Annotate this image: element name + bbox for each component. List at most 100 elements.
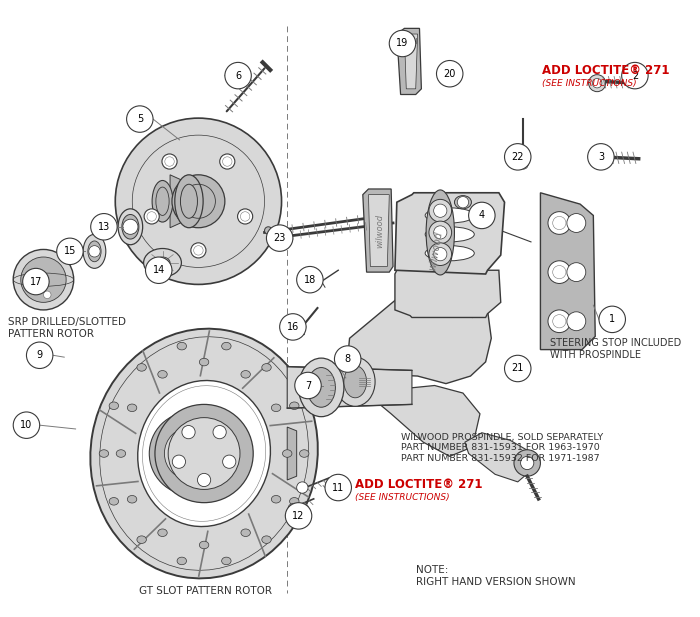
Polygon shape xyxy=(346,281,491,384)
Circle shape xyxy=(297,267,323,293)
Circle shape xyxy=(295,372,321,399)
Circle shape xyxy=(434,226,447,239)
Circle shape xyxy=(389,30,416,57)
Circle shape xyxy=(505,355,531,382)
Ellipse shape xyxy=(109,497,118,505)
Ellipse shape xyxy=(335,357,375,406)
Text: 13: 13 xyxy=(98,222,110,232)
Ellipse shape xyxy=(109,402,118,410)
Circle shape xyxy=(91,213,117,240)
Ellipse shape xyxy=(272,495,281,503)
Polygon shape xyxy=(540,193,595,350)
Ellipse shape xyxy=(116,450,126,457)
Circle shape xyxy=(548,261,570,283)
Circle shape xyxy=(172,175,225,228)
Ellipse shape xyxy=(307,368,335,407)
Circle shape xyxy=(567,263,586,281)
Ellipse shape xyxy=(88,241,101,262)
Text: SRP DRILLED/SLOTTED
PATTERN ROTOR: SRP DRILLED/SLOTTED PATTERN ROTOR xyxy=(8,318,125,339)
Circle shape xyxy=(191,243,206,258)
Ellipse shape xyxy=(300,450,309,457)
Text: wilwood: wilwood xyxy=(375,213,384,247)
Ellipse shape xyxy=(137,536,146,544)
Polygon shape xyxy=(405,34,418,89)
Text: 19: 19 xyxy=(396,38,409,49)
Circle shape xyxy=(162,154,177,169)
Circle shape xyxy=(172,455,186,468)
Polygon shape xyxy=(408,280,493,318)
Circle shape xyxy=(591,151,608,167)
Circle shape xyxy=(478,210,493,225)
Circle shape xyxy=(223,455,236,468)
Text: 16: 16 xyxy=(287,322,299,332)
Circle shape xyxy=(588,144,614,170)
Text: 21: 21 xyxy=(512,363,524,373)
Polygon shape xyxy=(363,189,393,272)
Circle shape xyxy=(220,154,235,169)
Circle shape xyxy=(457,197,468,208)
Ellipse shape xyxy=(177,342,186,350)
Circle shape xyxy=(295,325,302,333)
Text: 3: 3 xyxy=(598,152,604,162)
Circle shape xyxy=(505,144,531,170)
Circle shape xyxy=(429,243,452,265)
Ellipse shape xyxy=(118,209,143,245)
Circle shape xyxy=(434,204,447,217)
Ellipse shape xyxy=(425,246,475,261)
Polygon shape xyxy=(287,427,297,480)
Ellipse shape xyxy=(175,175,203,228)
Circle shape xyxy=(89,246,100,257)
Text: (SEE INSTRUCTIONS): (SEE INSTRUCTIONS) xyxy=(355,493,450,502)
Text: 23: 23 xyxy=(274,233,286,243)
Circle shape xyxy=(468,202,495,229)
Circle shape xyxy=(237,209,253,224)
Circle shape xyxy=(514,450,540,476)
Ellipse shape xyxy=(181,184,197,218)
Ellipse shape xyxy=(272,404,281,412)
Text: wilwood: wilwood xyxy=(427,231,444,271)
Ellipse shape xyxy=(158,371,167,378)
Ellipse shape xyxy=(90,329,318,578)
Circle shape xyxy=(437,60,463,87)
Circle shape xyxy=(13,249,74,310)
Text: 15: 15 xyxy=(64,246,76,256)
Text: 1: 1 xyxy=(609,315,615,325)
Circle shape xyxy=(589,75,606,92)
Text: 22: 22 xyxy=(512,152,524,162)
Circle shape xyxy=(594,154,603,164)
Circle shape xyxy=(225,62,251,89)
Text: 17: 17 xyxy=(29,276,42,286)
Circle shape xyxy=(297,482,308,493)
Circle shape xyxy=(592,78,602,88)
Ellipse shape xyxy=(290,402,299,410)
Ellipse shape xyxy=(262,536,271,544)
Text: 2: 2 xyxy=(632,70,638,81)
Text: 14: 14 xyxy=(153,265,165,275)
Text: (SEE INSTRUCTIONS): (SEE INSTRUCTIONS) xyxy=(542,80,637,88)
Text: 6: 6 xyxy=(235,70,241,81)
Circle shape xyxy=(57,238,83,265)
Polygon shape xyxy=(170,175,191,228)
Circle shape xyxy=(146,257,172,283)
Text: 7: 7 xyxy=(305,381,311,391)
Circle shape xyxy=(13,412,40,439)
Circle shape xyxy=(286,503,312,529)
Text: ADD LOCTITE® 271: ADD LOCTITE® 271 xyxy=(542,64,670,77)
Circle shape xyxy=(149,412,232,495)
Text: STEERING STOP INCLUDED
WITH PROSPINDLE: STEERING STOP INCLUDED WITH PROSPINDLE xyxy=(550,338,681,360)
Ellipse shape xyxy=(426,190,454,275)
Polygon shape xyxy=(397,28,421,94)
Ellipse shape xyxy=(299,358,344,416)
Circle shape xyxy=(127,106,153,132)
Text: 9: 9 xyxy=(36,350,43,360)
Circle shape xyxy=(122,219,138,234)
Text: ADD LOCTITE® 271: ADD LOCTITE® 271 xyxy=(355,478,483,491)
Circle shape xyxy=(519,160,528,169)
Circle shape xyxy=(116,118,281,284)
Text: 18: 18 xyxy=(304,275,316,284)
Ellipse shape xyxy=(241,529,251,537)
Ellipse shape xyxy=(83,234,106,268)
Circle shape xyxy=(155,404,253,503)
Polygon shape xyxy=(395,270,500,318)
Polygon shape xyxy=(287,366,412,408)
